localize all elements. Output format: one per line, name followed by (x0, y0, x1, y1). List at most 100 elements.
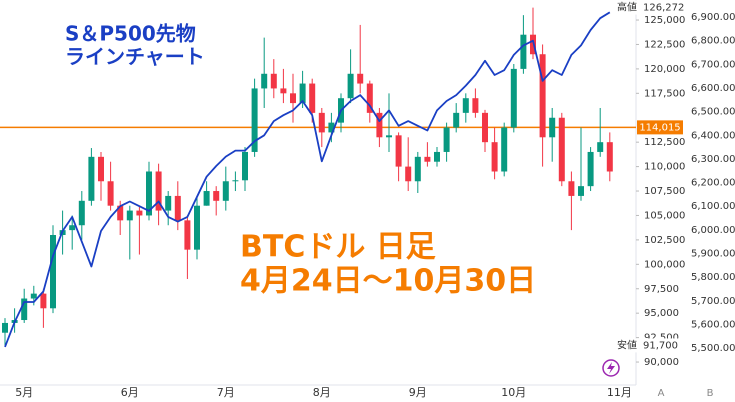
candle-body (222, 181, 229, 201)
candle-body (501, 127, 508, 172)
y2-tick-label: 6,500.00 (691, 107, 735, 118)
y-tick-label: 117,500 (644, 88, 685, 99)
x-tick-label: 6月 (121, 386, 139, 399)
candle-body (549, 117, 556, 138)
marker-box (612, 0, 684, 15)
candle-body (328, 122, 335, 133)
y2-tick-label: 6,200.00 (691, 178, 735, 189)
y2-tick-label: 6,300.00 (691, 154, 735, 165)
candle-body (50, 235, 56, 309)
candle-body (597, 142, 604, 152)
x-tick-label: 5月 (15, 386, 33, 399)
y-tick-label: 92,500 (644, 333, 679, 344)
candle-body (184, 220, 191, 250)
y2-tick-label: 5,600.00 (691, 319, 735, 330)
candle-body (472, 98, 479, 113)
y2-tick-label: 6,600.00 (691, 83, 735, 94)
candle-body (21, 298, 28, 321)
candle-body (462, 98, 469, 113)
candle-body (30, 293, 37, 299)
candle-body (2, 322, 8, 333)
y2-tick-label: 5,700.00 (691, 296, 735, 307)
candle-body (539, 54, 546, 138)
candle-body (299, 83, 306, 104)
candle-body (434, 151, 440, 162)
candle-body (165, 195, 172, 211)
y2-tick-label: 6,100.00 (691, 201, 735, 212)
marker-name: 安値 (617, 338, 637, 351)
candle-body (232, 180, 239, 182)
axis-button[interactable]: A (658, 388, 665, 399)
candle-body (453, 112, 460, 128)
y-tick-label: 97,500 (644, 284, 679, 295)
candle-body (558, 117, 565, 182)
y2-tick-label: 5,900.00 (691, 249, 735, 260)
candle-body (414, 156, 421, 182)
candle-body (290, 93, 296, 104)
axis-button[interactable]: B (707, 388, 714, 399)
lightning-icon[interactable] (602, 359, 620, 377)
candle-body (366, 83, 373, 113)
y-tick-label: 112,500 (644, 137, 685, 148)
y2-tick-label: 6,700.00 (691, 59, 735, 70)
y-tick-label: 125,000 (644, 15, 685, 26)
candle-body (213, 191, 220, 201)
candle-body (88, 156, 95, 201)
y-tick-label: 120,000 (644, 64, 685, 75)
candle-body (251, 88, 258, 152)
candle-body (443, 127, 450, 152)
x-tick-label: 8月 (313, 386, 331, 399)
candle-body (98, 156, 104, 182)
price-label: 114,015 (637, 120, 683, 135)
candle-body (587, 151, 594, 187)
candle-body (203, 191, 210, 206)
marker-value: 91,700 (643, 340, 678, 351)
candle-body (318, 112, 325, 133)
y2-tick-label: 6,000.00 (691, 225, 735, 236)
candle-body (376, 112, 383, 138)
marker-name: 高値 (617, 1, 637, 14)
annotation: BTCドル 日足 (240, 230, 436, 265)
candle-body (280, 88, 287, 94)
y2-tick-label: 5,500.00 (691, 343, 735, 354)
candle-body (136, 210, 143, 216)
candle-body (174, 195, 181, 221)
candle-body (126, 210, 133, 221)
candle-body (395, 135, 402, 167)
candle-body (78, 200, 85, 226)
candle-body (270, 73, 277, 89)
price-label-text: 114,015 (639, 122, 680, 133)
candle-body (491, 142, 498, 172)
candle-body (386, 135, 392, 138)
candle-body (520, 34, 527, 69)
marker-box (612, 338, 684, 353)
candle-body (146, 171, 152, 216)
y-tick-label: 95,000 (644, 308, 679, 319)
candle-body (424, 156, 431, 162)
annotation: ラインチャート (65, 45, 205, 69)
annotation: S＆P500先物 (65, 22, 196, 46)
y-tick-label: 110,000 (644, 162, 685, 173)
candle-body (155, 171, 162, 211)
candle-body (606, 142, 613, 172)
x-tick-label: 11月 (607, 386, 632, 399)
y-tick-label: 100,000 (644, 259, 685, 270)
candle-body (261, 73, 268, 89)
candle-body (347, 73, 354, 99)
candle-body (194, 205, 200, 250)
candle-body (69, 225, 76, 231)
sp500-line (4, 11, 611, 348)
candle-body (242, 151, 248, 181)
candle-body (510, 68, 517, 128)
price-box (637, 120, 683, 135)
x-tick-label: 7月 (217, 386, 235, 399)
candle-body (578, 186, 584, 196)
y-tick-label: 107,500 (644, 186, 685, 197)
x-tick-label: 10月 (501, 386, 526, 399)
marker-value: 126,272 (643, 3, 684, 14)
candle-body (107, 181, 114, 206)
annotation: 4月24日〜10月30日 (240, 264, 536, 299)
y2-tick-label: 6,900.00 (691, 12, 735, 23)
